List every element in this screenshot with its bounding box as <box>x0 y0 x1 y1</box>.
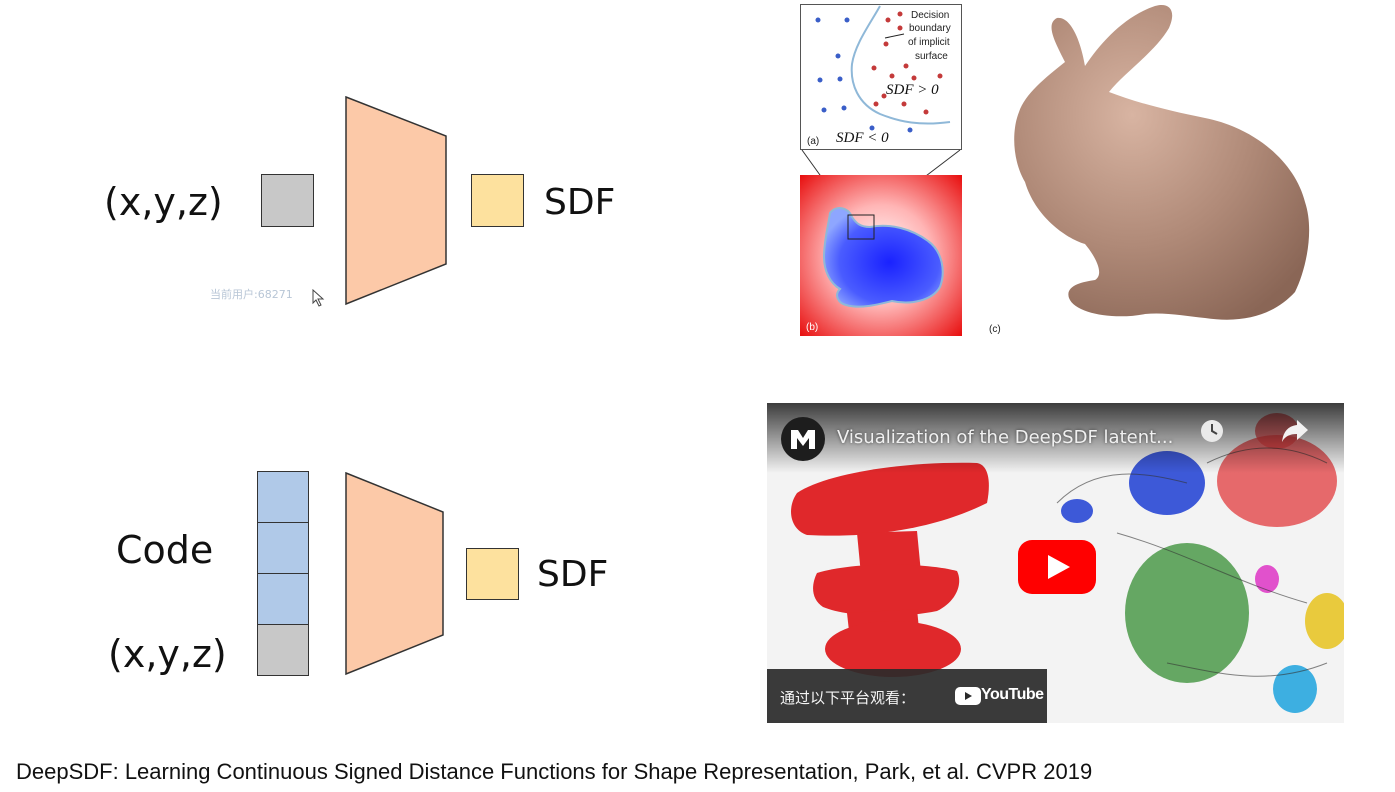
top-input-box <box>261 174 314 227</box>
sdf-negative-label: SDF < 0 <box>836 130 889 146</box>
bottom-input-label: (x,y,z) <box>108 632 227 676</box>
legend-line-2: boundary <box>909 23 951 34</box>
bottom-input-box <box>257 624 309 676</box>
citation-caption: DeepSDF: Learning Continuous Signed Dist… <box>16 759 1093 784</box>
watch-on-platform-bar[interactable] <box>767 669 1047 723</box>
panel-c-tag: (c) <box>989 324 1001 335</box>
figure-panel-a <box>800 4 962 150</box>
play-button-icon[interactable] <box>1018 540 1096 594</box>
code-vector-cell <box>257 471 309 523</box>
video-thumbnail <box>767 403 1344 713</box>
figure-panel-b-sdf-heatmap <box>800 175 962 336</box>
legend-line-3: of implicit <box>908 37 950 48</box>
sdf-positive-label: SDF > 0 <box>886 82 939 98</box>
channel-avatar-icon[interactable] <box>780 416 826 462</box>
video-title[interactable]: Visualization of the DeepSDF latent... <box>837 427 1174 448</box>
legend-line-4: surface <box>915 51 948 62</box>
bottom-network-trapezoid <box>345 472 444 676</box>
legend-line-1: Decision <box>911 10 950 21</box>
panel-a-scatter <box>815 5 951 133</box>
bottom-output-box <box>466 548 519 600</box>
top-network-trapezoid <box>345 96 447 306</box>
panel-b-tag: (b) <box>806 322 819 333</box>
panel-a-tag: (a) <box>807 136 820 147</box>
stanford-bunny-render <box>1014 4 1310 320</box>
watermark-text: 当前用户:68271 <box>210 288 293 301</box>
code-vector-cell <box>257 522 309 574</box>
top-output-label: SDF <box>544 182 616 223</box>
code-label: Code <box>116 528 214 572</box>
bottom-output-label: SDF <box>537 554 609 595</box>
mouse-cursor-icon <box>312 289 325 307</box>
top-input-label: (x,y,z) <box>104 180 223 224</box>
youtube-wordmark[interactable]: YouTube <box>981 686 1044 703</box>
code-vector-cell <box>257 573 309 625</box>
clock-icon[interactable] <box>1199 418 1225 444</box>
top-output-box <box>471 174 524 227</box>
youtube-logo-icon[interactable] <box>955 686 981 706</box>
share-icon[interactable] <box>1281 418 1309 444</box>
watch-on-prompt: 通过以下平台观看： <box>780 689 916 707</box>
